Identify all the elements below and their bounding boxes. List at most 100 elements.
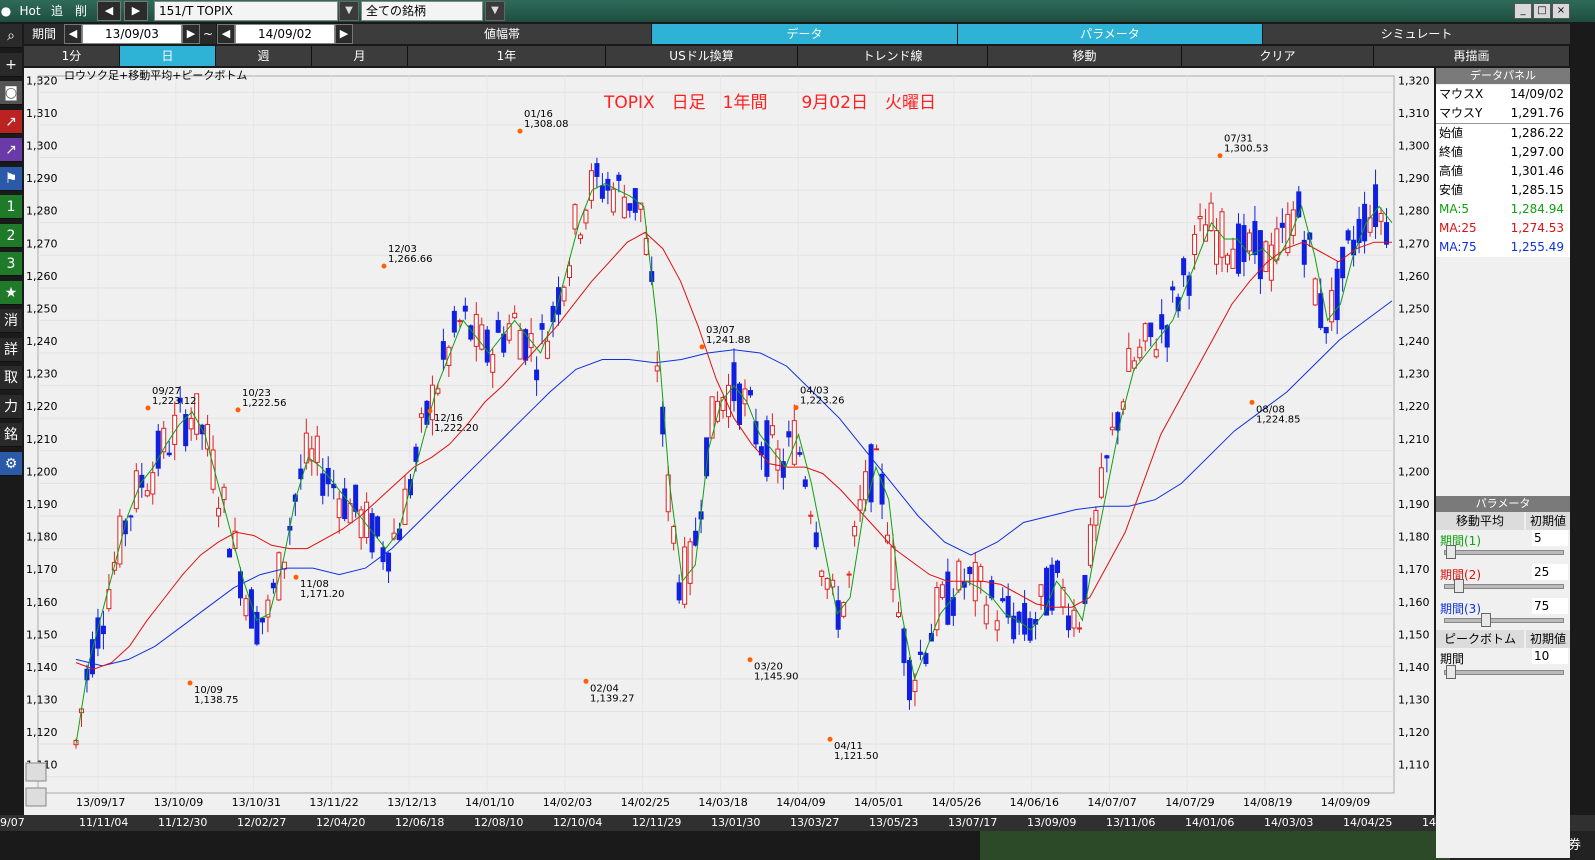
overview-date-label: 9/07 <box>0 816 25 829</box>
star-icon[interactable]: ★ <box>0 280 22 305</box>
candlestick-chart[interactable]: 1,1101,1101,1201,1201,1301,1301,1401,140… <box>24 68 1434 828</box>
tool-button-10[interactable]: 消 <box>0 309 22 333</box>
tool-button-11[interactable]: 詳 <box>0 337 22 362</box>
add-button[interactable]: 追 <box>50 4 63 18</box>
ma-period-slider[interactable] <box>1444 613 1564 627</box>
to-next-button[interactable]: ▶ <box>335 24 353 44</box>
data-row: MA:25 1,274.53 <box>1436 219 1570 239</box>
ma-reset-button[interactable]: 初期値 <box>1526 512 1570 530</box>
chart-legend: ロウソク足+移動平均+ピークボトム <box>64 68 247 82</box>
candle-body <box>314 435 320 463</box>
data-row-label: マウスX <box>1439 87 1484 101</box>
candle-body <box>967 566 973 575</box>
gear-icon[interactable]: ⚙ <box>0 451 22 476</box>
chart-purple-icon[interactable]: ↗ <box>0 138 22 162</box>
search-icon[interactable]: ⌕ <box>0 24 22 48</box>
from-date-input[interactable]: 13/09/03 <box>82 24 182 44</box>
tool-button-12[interactable]: 取 <box>0 366 22 390</box>
category-dropdown[interactable]: ▼ <box>485 1 505 21</box>
tab-data[interactable]: データ <box>652 24 957 44</box>
tool-button-6[interactable]: 1 <box>0 195 22 219</box>
slider-thumb[interactable] <box>1481 613 1492 627</box>
from-prev-button[interactable]: ◀ <box>64 24 82 44</box>
camera-icon[interactable]: ◙ <box>0 81 22 105</box>
tab-1year[interactable]: 1年 <box>408 46 606 66</box>
candle-body <box>336 498 342 519</box>
candle-body <box>819 570 825 577</box>
category-select[interactable]: 全ての銘柄 <box>361 1 483 21</box>
overview-range[interactable] <box>980 831 1450 860</box>
chart-red-icon[interactable]: ↗ <box>0 109 22 134</box>
tab-parameter[interactable]: パラメータ <box>958 24 1262 44</box>
mini-chart-icon-2[interactable] <box>25 787 47 807</box>
candle-body <box>342 488 348 520</box>
tab-daily[interactable]: 日 <box>120 46 216 66</box>
y-tick-label-left: 1,260 <box>26 270 58 283</box>
price-chart[interactable]: 1,1101,1101,1201,1201,1301,1301,1401,140… <box>24 68 1434 828</box>
pb-period-input[interactable]: 10 <box>1532 648 1568 664</box>
candle-body <box>216 507 222 517</box>
tab-weekly[interactable]: 週 <box>216 46 312 66</box>
from-next-button[interactable]: ▶ <box>182 24 200 44</box>
ma-period-input[interactable]: 75 <box>1532 598 1568 614</box>
symbol-input[interactable]: 151/T TOPIX <box>154 1 338 21</box>
hot-button[interactable]: Hot <box>19 4 41 18</box>
candle-body <box>1252 220 1258 256</box>
candle-body <box>791 420 797 465</box>
candle-body <box>621 196 627 219</box>
clear-button[interactable]: クリア <box>1182 46 1374 66</box>
maximize-button[interactable]: □ <box>1533 3 1551 19</box>
overview-date-bar[interactable]: 9/07 11/11/04 11/12/30 12/02/27 12/04/20 12/0… <box>0 815 1595 831</box>
tool-button-8[interactable]: 3 <box>0 252 22 276</box>
to-date-input[interactable]: 14/09/02 <box>235 24 335 44</box>
peak-date: 01/16 <box>524 109 553 120</box>
peak-marker <box>1249 399 1255 405</box>
slider-thumb[interactable] <box>1454 579 1465 593</box>
y-tick-label-right: 1,170 <box>1398 563 1430 576</box>
overview-date-label: 12/02/27 <box>237 816 287 829</box>
move-button[interactable]: 移動 <box>988 46 1182 66</box>
candle-body <box>934 587 940 631</box>
slider-thumb[interactable] <box>1445 665 1456 679</box>
data-row-value: 1,286.22 <box>1510 126 1564 140</box>
ma-period-input[interactable]: 5 <box>1532 530 1568 546</box>
tab-price-band[interactable]: 値幅帯 <box>353 24 651 44</box>
usd-convert-button[interactable]: USドル換算 <box>606 46 798 66</box>
pb-slider-track[interactable] <box>1444 665 1564 679</box>
candle-body <box>1235 223 1241 274</box>
tab-simulate[interactable]: シミュレート <box>1263 24 1570 44</box>
tab-monthly[interactable]: 月 <box>312 46 408 66</box>
overview-date-label: 12/11/29 <box>632 816 682 829</box>
delete-button[interactable]: 削 <box>74 4 87 18</box>
to-prev-button[interactable]: ◀ <box>217 24 235 44</box>
minimize-button[interactable]: _ <box>1514 3 1532 19</box>
tab-1min[interactable]: 1分 <box>24 46 120 66</box>
ma-period-slider[interactable] <box>1444 545 1564 559</box>
candle-body <box>676 582 682 601</box>
plus-icon[interactable]: + <box>0 52 22 77</box>
tool-button-7[interactable]: 2 <box>0 223 22 248</box>
tool-button-13[interactable]: 力 <box>0 394 22 419</box>
prev-symbol-button[interactable]: ◀ <box>97 1 121 21</box>
next-symbol-button[interactable]: ▶ <box>124 1 148 21</box>
mini-chart-icon[interactable] <box>25 762 47 782</box>
tool-button-14[interactable]: 銘 <box>0 423 22 447</box>
close-button[interactable]: × <box>1552 3 1570 19</box>
pb-reset-button[interactable]: 初期値 <box>1526 630 1570 648</box>
candle-body <box>945 571 951 625</box>
ma-period-input[interactable]: 25 <box>1532 564 1568 580</box>
slider-thumb[interactable] <box>1445 545 1456 559</box>
candle-body <box>1055 560 1061 574</box>
peak-value: 1,300.53 <box>1224 144 1269 155</box>
redraw-button[interactable]: 再描画 <box>1374 46 1570 66</box>
trend-line-button[interactable]: トレンド線 <box>798 46 988 66</box>
flag-icon[interactable]: ⚑ <box>0 166 22 191</box>
ma-period-slider[interactable] <box>1444 579 1564 593</box>
symbol-dropdown[interactable]: ▼ <box>339 1 359 21</box>
y-tick-label-left: 1,270 <box>26 237 58 250</box>
candle-body <box>183 414 189 447</box>
candle-body <box>852 526 858 537</box>
data-row-value: 1,274.53 <box>1510 221 1564 235</box>
candle-body <box>1022 602 1028 635</box>
bulb-icon[interactable]: ● <box>0 4 12 18</box>
